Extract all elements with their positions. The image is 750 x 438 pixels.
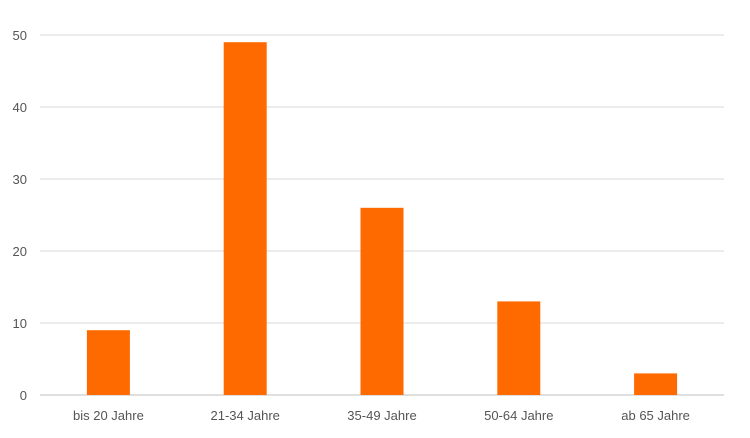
bar bbox=[634, 373, 678, 395]
x-axis-ticks: bis 20 Jahre 21-34 Jahre 35-49 Jahre 50-64 … bbox=[73, 408, 690, 423]
bar bbox=[497, 301, 541, 395]
x-tick-label: bis 20 Jahre bbox=[73, 408, 144, 423]
bar bbox=[86, 330, 130, 395]
bar bbox=[223, 42, 267, 395]
y-tick-label: 20 bbox=[13, 244, 27, 259]
y-tick-label: 30 bbox=[13, 172, 27, 187]
x-tick-label: ab 65 Jahre bbox=[621, 408, 690, 423]
y-tick-label: 0 bbox=[20, 388, 27, 403]
x-tick-label: 35-49 Jahre bbox=[347, 408, 416, 423]
y-tick-label: 50 bbox=[13, 28, 27, 43]
x-tick-label: 50-64 Jahre bbox=[484, 408, 553, 423]
x-tick-label: 21-34 Jahre bbox=[211, 408, 280, 423]
y-tick-label: 10 bbox=[13, 316, 27, 331]
y-tick-label: 40 bbox=[13, 100, 27, 115]
bar bbox=[360, 207, 404, 395]
bars bbox=[86, 42, 678, 395]
y-axis-ticks: 0 10 20 30 40 50 bbox=[13, 28, 27, 403]
